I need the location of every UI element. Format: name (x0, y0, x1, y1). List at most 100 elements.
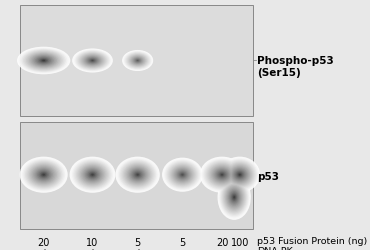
Ellipse shape (235, 171, 244, 179)
Ellipse shape (231, 192, 238, 202)
Ellipse shape (122, 51, 153, 72)
Ellipse shape (77, 163, 108, 187)
Ellipse shape (72, 159, 113, 191)
Ellipse shape (221, 180, 247, 215)
Ellipse shape (132, 58, 143, 65)
Ellipse shape (179, 172, 186, 178)
Ellipse shape (212, 167, 232, 183)
Bar (219, 192, 249, 196)
Ellipse shape (219, 157, 260, 193)
Ellipse shape (124, 52, 151, 70)
Text: +: + (134, 248, 142, 250)
Ellipse shape (170, 164, 195, 186)
Ellipse shape (38, 58, 50, 64)
Ellipse shape (236, 172, 243, 178)
Ellipse shape (36, 58, 51, 65)
Ellipse shape (36, 169, 52, 181)
Text: Phospho-p53
(Ser15): Phospho-p53 (Ser15) (257, 55, 334, 77)
Ellipse shape (74, 50, 111, 72)
Ellipse shape (18, 48, 69, 74)
Ellipse shape (87, 171, 98, 179)
Ellipse shape (33, 167, 54, 183)
Ellipse shape (233, 169, 246, 181)
Bar (226, 170, 243, 174)
Ellipse shape (206, 162, 238, 188)
Ellipse shape (129, 56, 146, 67)
Ellipse shape (73, 50, 112, 72)
Ellipse shape (218, 172, 226, 178)
Ellipse shape (24, 51, 63, 71)
Text: –: – (180, 248, 185, 250)
Ellipse shape (33, 56, 54, 66)
Ellipse shape (72, 49, 113, 73)
Ellipse shape (162, 158, 203, 192)
Ellipse shape (233, 196, 235, 199)
Ellipse shape (135, 60, 140, 63)
Ellipse shape (166, 162, 198, 188)
Ellipse shape (218, 176, 250, 219)
Ellipse shape (239, 174, 241, 176)
Ellipse shape (31, 166, 56, 184)
Ellipse shape (125, 53, 150, 70)
Ellipse shape (223, 160, 257, 190)
Ellipse shape (35, 57, 53, 66)
Ellipse shape (77, 52, 108, 70)
Ellipse shape (221, 174, 223, 176)
Ellipse shape (118, 159, 157, 191)
Ellipse shape (137, 174, 139, 176)
Ellipse shape (119, 160, 156, 190)
Ellipse shape (229, 166, 250, 184)
Ellipse shape (29, 164, 58, 186)
Ellipse shape (84, 56, 101, 66)
Ellipse shape (210, 165, 234, 185)
Ellipse shape (131, 56, 145, 66)
Ellipse shape (88, 58, 97, 64)
Ellipse shape (136, 60, 139, 62)
Ellipse shape (228, 189, 241, 206)
Ellipse shape (82, 55, 103, 67)
Ellipse shape (177, 170, 188, 180)
Ellipse shape (205, 161, 239, 189)
Ellipse shape (134, 172, 141, 178)
Ellipse shape (228, 165, 251, 185)
Ellipse shape (224, 161, 256, 189)
Ellipse shape (38, 171, 49, 179)
Ellipse shape (200, 157, 244, 193)
Ellipse shape (123, 163, 152, 187)
Bar (218, 198, 251, 201)
Ellipse shape (120, 161, 155, 189)
Ellipse shape (133, 171, 142, 179)
Text: 5: 5 (179, 238, 185, 248)
Bar (221, 188, 248, 191)
Ellipse shape (79, 53, 106, 69)
Ellipse shape (165, 161, 199, 189)
Ellipse shape (180, 173, 185, 177)
Ellipse shape (29, 54, 58, 69)
Ellipse shape (80, 165, 105, 185)
Ellipse shape (174, 168, 191, 182)
Ellipse shape (81, 54, 104, 68)
Ellipse shape (222, 181, 246, 214)
Ellipse shape (127, 54, 148, 68)
Ellipse shape (20, 49, 67, 74)
Ellipse shape (78, 164, 107, 186)
Ellipse shape (232, 194, 237, 201)
Bar (220, 190, 249, 194)
Bar (223, 180, 246, 184)
Ellipse shape (89, 172, 96, 178)
Ellipse shape (216, 170, 228, 180)
Ellipse shape (135, 173, 140, 177)
Ellipse shape (131, 170, 144, 180)
Ellipse shape (32, 55, 56, 67)
Ellipse shape (73, 160, 112, 190)
Ellipse shape (219, 178, 249, 218)
Ellipse shape (231, 167, 249, 183)
Ellipse shape (130, 56, 145, 66)
Ellipse shape (89, 59, 96, 63)
Text: 5: 5 (135, 238, 141, 248)
Ellipse shape (21, 158, 66, 192)
Text: 20: 20 (37, 238, 50, 248)
Ellipse shape (176, 169, 189, 181)
Ellipse shape (232, 168, 248, 182)
Ellipse shape (30, 165, 57, 185)
